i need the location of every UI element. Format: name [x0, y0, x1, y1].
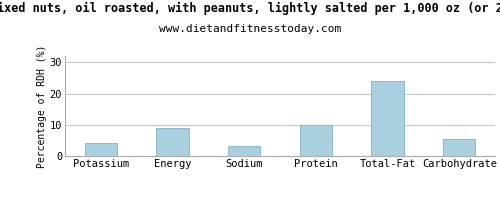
Bar — [228, 146, 260, 156]
Bar — [300, 125, 332, 156]
Bar — [84, 143, 117, 156]
Y-axis label: Percentage of RDH (%): Percentage of RDH (%) — [37, 44, 47, 168]
Text: ixed nuts, oil roasted, with peanuts, lightly salted per 1,000 oz (or 2: ixed nuts, oil roasted, with peanuts, li… — [0, 2, 500, 15]
Bar — [443, 139, 476, 156]
Text: www.dietandfitnesstoday.com: www.dietandfitnesstoday.com — [159, 24, 341, 34]
Bar — [156, 128, 188, 156]
Bar — [372, 81, 404, 156]
